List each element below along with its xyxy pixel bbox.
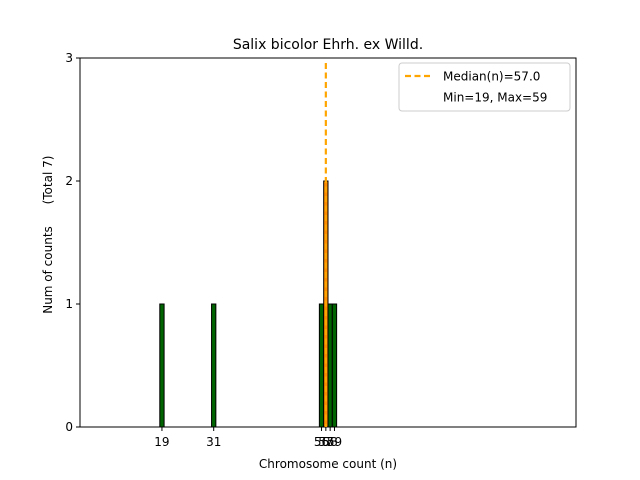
y-axis: 0 1 2 3 — [65, 51, 80, 434]
y-tick-label: 1 — [65, 297, 73, 311]
bar-19 — [159, 303, 165, 428]
y-tick-label: 3 — [65, 51, 73, 65]
y-tick-label: 2 — [65, 174, 73, 188]
bar-31 — [211, 303, 217, 428]
x-tick-label: 57 — [318, 435, 333, 449]
bar-56 — [318, 303, 325, 428]
bar-58 — [327, 303, 333, 428]
x-tick-label: 31 — [206, 435, 221, 449]
y-axis-total-label: (Total 7) — [41, 156, 55, 205]
x-tick-label: 58 — [323, 435, 338, 449]
x-tick-label: 19 — [154, 435, 169, 449]
plot-area — [79, 57, 577, 428]
legend-median-label: Median(n)=57.0 — [443, 70, 540, 84]
x-axis-label: Chromosome count (n) — [259, 457, 397, 471]
y-axis-label: Num of counts — [41, 226, 55, 314]
legend-frame — [398, 62, 571, 112]
x-tick-label: 59 — [327, 435, 342, 449]
legend-minmax-label: Min=19, Max=59 — [443, 91, 547, 105]
legend: Median(n)=57.0 Min=19, Max=59 — [398, 62, 571, 112]
chart-title: Salix bicolor Ehrh. ex Willd. — [233, 37, 423, 53]
y-tick-label: 0 — [65, 420, 73, 434]
bar-59 — [331, 303, 338, 428]
x-tick-label: 56 — [314, 435, 329, 449]
